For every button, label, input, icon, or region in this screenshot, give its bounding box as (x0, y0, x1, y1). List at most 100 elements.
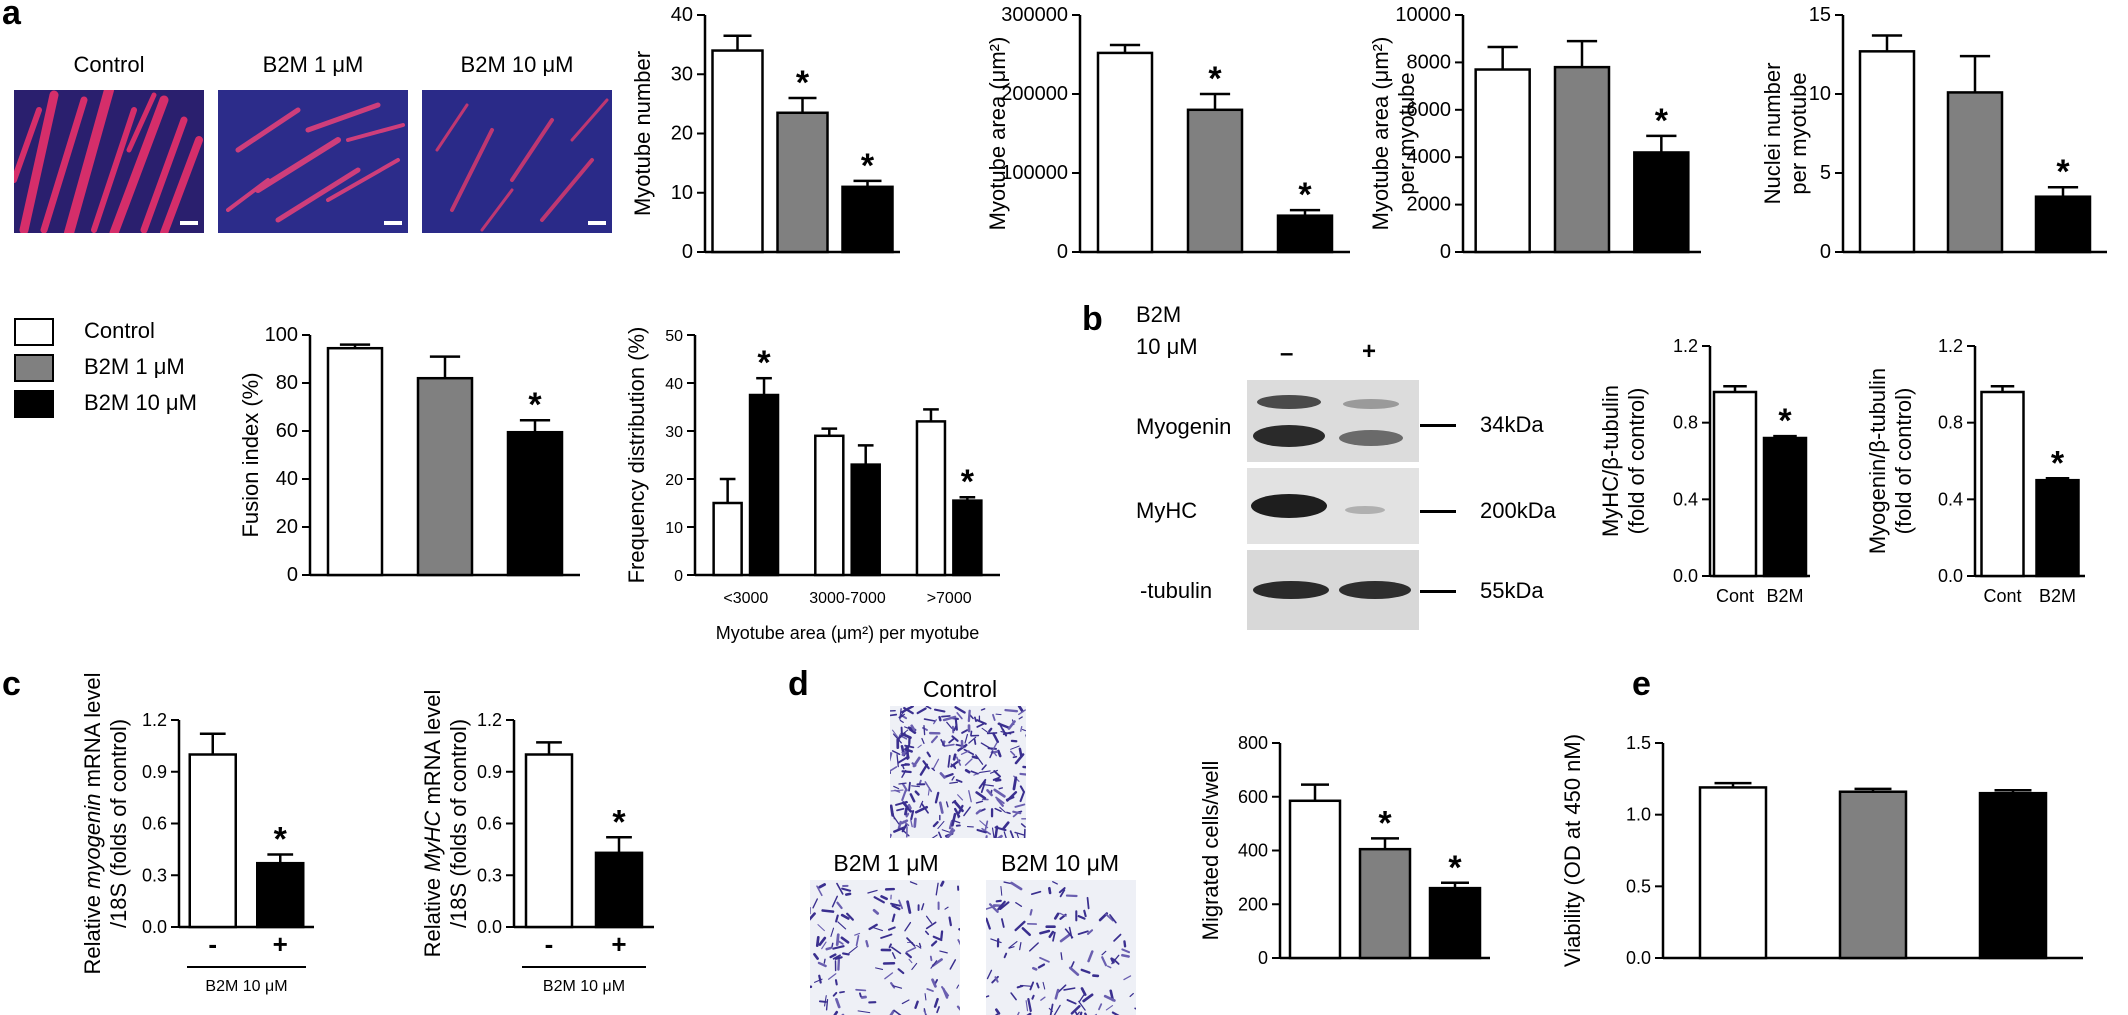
y-tick-label: 1.2 (477, 710, 502, 730)
panel-label-a: a (2, 0, 21, 32)
bar-2 (506, 430, 564, 577)
x-tick-label: - (545, 929, 554, 959)
y-tick-label: 600 (1238, 787, 1268, 807)
migration-image-control (890, 706, 1026, 838)
bar-0 (1712, 390, 1758, 578)
bar-1 (776, 111, 829, 254)
bar-1-significance: * (1208, 60, 1222, 98)
legend-label-control: Control (84, 318, 155, 343)
y-tick-label: 0 (682, 241, 693, 263)
migration-label-b2m-1: B2M 1 μM (833, 850, 939, 876)
bar-0-1-significance: * (757, 344, 771, 382)
bar-1-significance: * (612, 803, 626, 841)
y-tick-label: 100 (265, 324, 298, 346)
chart-myhc-tubulin: 0.0 0.4 0.8 1.2 MyHC/β-tubulin (fold of contr… (1598, 336, 1810, 606)
migrated-cells-image (810, 880, 960, 1015)
y-tick-label: 0.0 (477, 917, 502, 937)
chart-frequency-distribution: 0 10 20 30 40 50 Frequency distribution (%) * <3… (624, 327, 1000, 643)
y-tick-label: 0.5 (1626, 876, 1651, 896)
bar-1 (1553, 65, 1611, 254)
migration-label-control: Control (922, 676, 998, 702)
y-tick-label: 0.4 (1938, 489, 1963, 509)
bar-0-0 (712, 501, 743, 577)
y-tick-label: 300000 (1001, 4, 1068, 26)
western-dose-label: 10 μM (1136, 334, 1198, 359)
legend-item-b2m-1: B2M 1 μM (12, 352, 272, 388)
bar-0 (188, 753, 237, 929)
western-size-34: 34kDa (1480, 412, 1544, 437)
y-tick-label: 200 (1238, 894, 1268, 914)
western-treatment-label: B2M (1136, 302, 1182, 327)
bar-0 (1474, 68, 1531, 254)
migration-image-b2m-10 (986, 880, 1136, 1015)
y-axis-label: Myotube area (μm²) (1368, 37, 1393, 231)
y-tick-label: 1.2 (1938, 336, 1963, 356)
y-tick-label: 0.8 (1938, 413, 1963, 433)
y-tick-label: 10 (671, 182, 693, 204)
y-tick-label: 15 (1809, 4, 1831, 26)
migrated-cells-image (986, 880, 1136, 1015)
x-tick-label: + (611, 929, 626, 959)
y-tick-label: 1.0 (1626, 805, 1651, 825)
bar-2-0 (915, 420, 947, 577)
legend-swatch-b2m-10 (14, 390, 54, 418)
bar-0 (1288, 799, 1342, 960)
y-tick-label: 0.0 (1938, 566, 1963, 586)
western-protein-tubulin: -tubulin (1140, 578, 1213, 603)
x-axis-label: Myotube area (μm²) per myotube (716, 623, 979, 643)
bar-2 (1978, 791, 2048, 960)
western-size-200: 200kDa (1480, 498, 1556, 523)
western-blot-image (1247, 380, 1419, 630)
bar-1 (416, 376, 474, 577)
y-tick-label: 30 (665, 424, 683, 441)
bar-1 (1762, 436, 1808, 578)
bar-0 (1096, 51, 1154, 254)
chart-myotube-area: 0 100000 200000 300000 Myotube area (μm²) * * (985, 4, 1350, 263)
y-tick-label: 0.0 (1673, 566, 1698, 586)
y-tick-label: 60 (276, 420, 298, 442)
panel-label-b: b (1082, 300, 1103, 338)
y-tick-label: 0 (1258, 948, 1268, 968)
y-axis-label: Myotube number (630, 51, 655, 216)
bar-2 (841, 185, 894, 254)
bar-2-significance: * (528, 386, 542, 424)
bar-2-1-significance: * (961, 463, 975, 501)
y-tick-label: 0.4 (1673, 489, 1698, 509)
bar-0 (524, 753, 574, 929)
y-tick-label: 0 (674, 568, 683, 585)
y-axis-label: Frequency distribution (%) (624, 327, 649, 584)
y-tick-label: 0 (287, 564, 298, 586)
migration-label-b2m-10: B2M 10 μM (1000, 850, 1120, 876)
micrograph-b2m-1 (218, 90, 408, 233)
y-tick-label: 0.9 (142, 762, 167, 782)
x-tick-label: 3000-7000 (809, 590, 886, 607)
y-tick-label: 100000 (1001, 162, 1068, 184)
bar-2-significance: * (1655, 102, 1669, 140)
y-tick-label: 4000 (1407, 146, 1452, 168)
marker-line-200 (1420, 510, 1456, 513)
y-tick-label: 40 (276, 468, 298, 490)
bar-1 (594, 851, 644, 929)
bar-2 (2034, 195, 2092, 254)
legend-swatch-b2m-1 (14, 354, 54, 382)
bar-0-1 (748, 393, 780, 577)
y-tick-label: 1.2 (142, 710, 167, 730)
chart-viability: 0.0 0.5 1.0 1.5 Viability (OD at 450 nM) (1560, 733, 2083, 968)
y-tick-label: 20 (276, 516, 298, 538)
bar-0 (326, 346, 384, 577)
y-tick-label: 5 (1820, 162, 1831, 184)
y-tick-label: 1.2 (1673, 336, 1698, 356)
micrograph-label-control: Control (73, 52, 145, 77)
y-axis-label: Relative MyHC mRNA level (420, 690, 445, 958)
y-axis-label: Viability (OD at 450 nM) (1560, 734, 1585, 967)
western-protein-myhc: MyHC (1136, 498, 1198, 523)
y-tick-label: 10000 (1395, 4, 1451, 26)
bar-0 (1980, 390, 2025, 578)
panel-label-d: d (788, 665, 809, 703)
chart-fusion-index: 0 20 40 60 80 100 Fusion index (%) * (238, 324, 580, 586)
marker-line-55 (1420, 590, 1456, 593)
y-tick-label: 10 (665, 520, 683, 537)
y-tick-label: 20 (671, 123, 693, 145)
